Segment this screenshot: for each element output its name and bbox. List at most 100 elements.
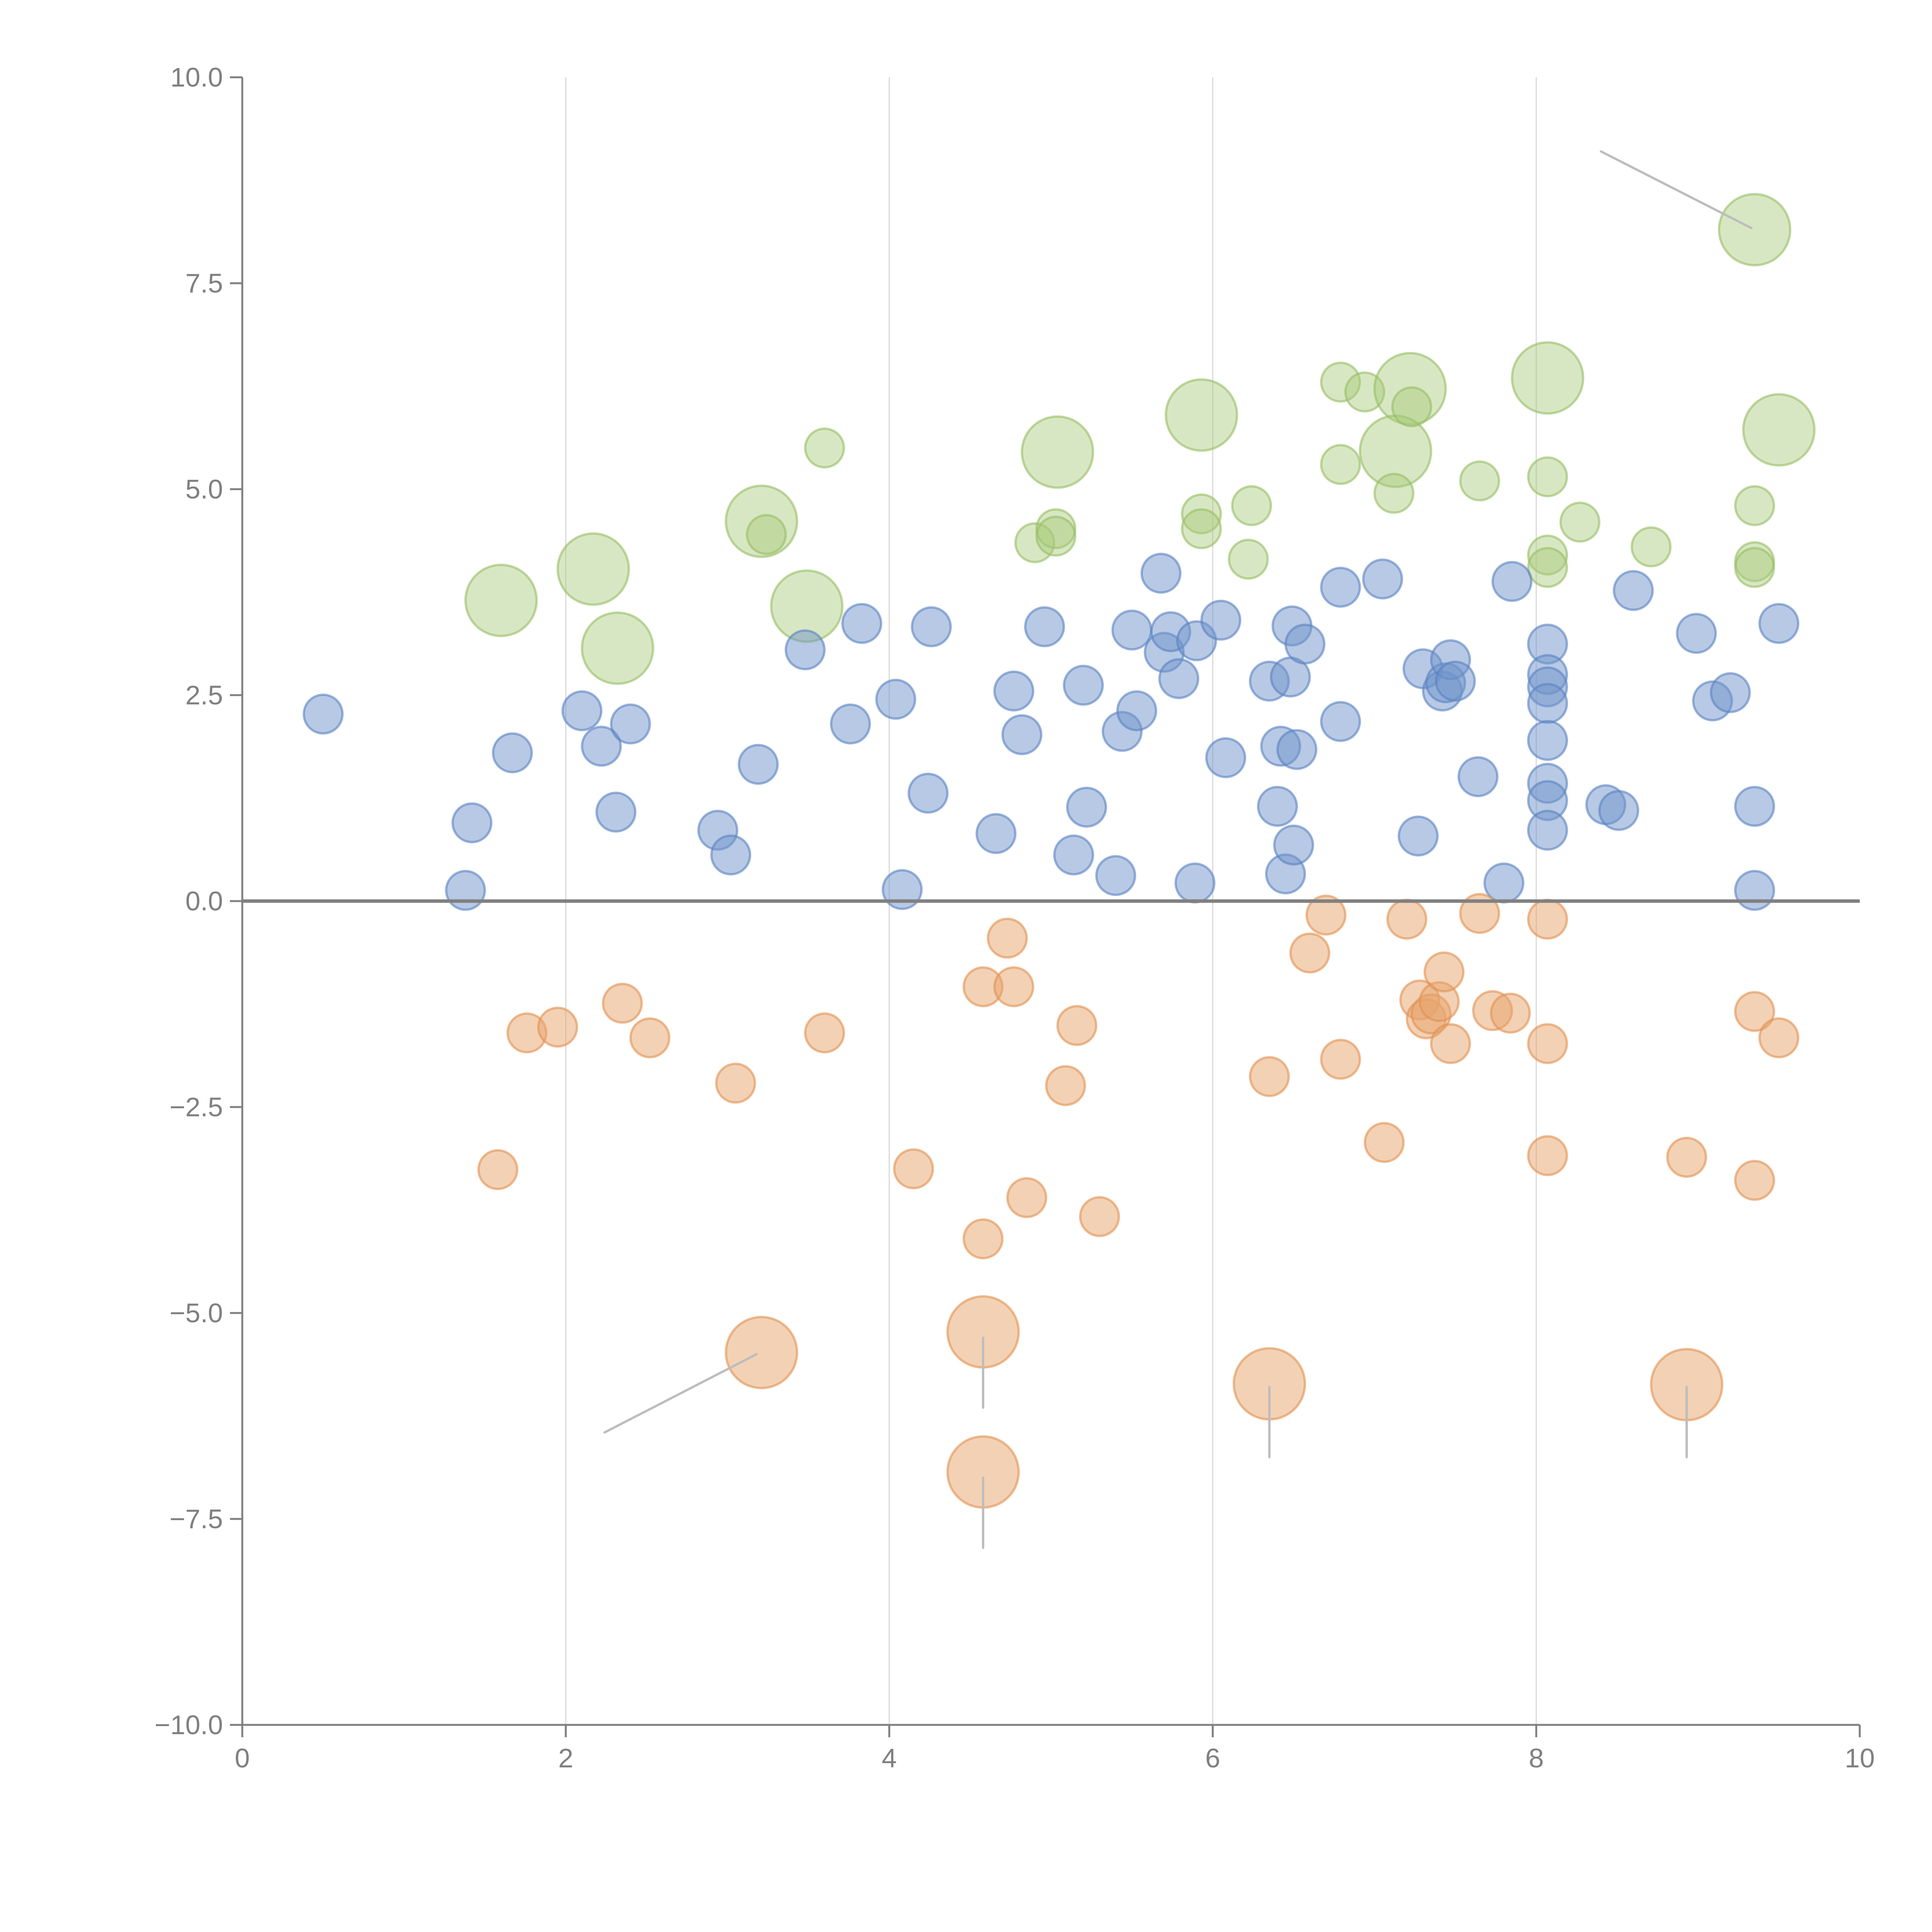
bubble-orange — [477, 1149, 519, 1190]
bubble-green — [1391, 386, 1432, 427]
bubble-orange — [1045, 1065, 1086, 1106]
bubble-blue — [595, 791, 636, 833]
bubble-orange — [724, 1316, 798, 1389]
bubble-green — [724, 485, 798, 558]
bubble-orange — [629, 1017, 670, 1058]
bubble-blue — [1116, 690, 1157, 731]
bubble-orange — [1364, 1122, 1405, 1163]
bubble-blue — [451, 802, 493, 844]
bubble-orange — [1289, 932, 1330, 974]
bubble-blue — [445, 870, 486, 911]
bubble-blue — [1435, 660, 1476, 702]
bubble-blue — [1758, 603, 1799, 644]
y-tick-label: 0.0 — [185, 886, 223, 916]
bubble-blue — [1158, 658, 1199, 699]
bubble-green — [464, 563, 538, 637]
bubble-blue — [1200, 599, 1242, 641]
y-tick-label: 5.0 — [185, 474, 223, 504]
x-tick-label: 10 — [1845, 1743, 1875, 1773]
bubble-orange — [537, 1007, 578, 1048]
bubble-blue — [1001, 714, 1043, 755]
bubble-orange — [1249, 1056, 1290, 1097]
bubble-green — [1020, 415, 1094, 489]
bubble-orange — [1386, 898, 1427, 940]
bubble-blue — [1320, 566, 1361, 608]
bubble-blue — [911, 606, 952, 648]
bubble-green — [1320, 361, 1361, 403]
bubble-blue — [993, 670, 1034, 712]
bubble-blue — [1734, 870, 1775, 911]
y-tick-label: −2.5 — [170, 1092, 223, 1122]
bubble-green — [1459, 460, 1500, 502]
y-tick-label: −7.5 — [170, 1504, 223, 1534]
bubble-blue — [1095, 855, 1136, 896]
bubble-blue — [581, 726, 622, 767]
bubble-blue — [907, 772, 949, 814]
bubble-orange — [1320, 1039, 1361, 1080]
bubble-orange — [602, 983, 643, 1024]
bubble-orange — [1430, 1023, 1471, 1064]
bubble-blue — [1458, 756, 1499, 798]
bubble-orange — [963, 1218, 1004, 1260]
bubble-green — [804, 427, 845, 469]
bubble-blue — [875, 679, 917, 720]
annotation-line — [1600, 150, 1753, 230]
bubble-orange — [1079, 1196, 1120, 1237]
bubble-green — [1035, 515, 1077, 557]
bubble-orange — [1666, 1137, 1708, 1178]
bubble-orange — [1056, 1005, 1097, 1046]
bubble-blue — [1527, 683, 1568, 724]
bubble-green — [556, 532, 630, 606]
bubble-blue — [830, 703, 871, 745]
bubble-blue — [1598, 790, 1639, 831]
bubble-blue — [1053, 834, 1094, 876]
bubble-orange — [1423, 951, 1465, 993]
x-tick-label: 8 — [1529, 1743, 1544, 1773]
bubble-blue — [610, 703, 651, 745]
bubble-orange — [893, 1148, 934, 1189]
bubble-orange — [804, 1012, 845, 1054]
bubble-green — [1511, 341, 1585, 415]
annotation-line — [603, 1353, 758, 1434]
bubble-blue — [1205, 737, 1247, 779]
bubble-blue — [1273, 825, 1314, 866]
bubble-blue — [1276, 729, 1318, 770]
bubble-blue — [1527, 810, 1568, 851]
y-tick-label: −10.0 — [155, 1710, 223, 1740]
bubble-blue — [1066, 786, 1107, 828]
x-tick-label: 2 — [558, 1743, 573, 1773]
bubble-blue — [1111, 609, 1153, 651]
bubble-blue — [1257, 786, 1298, 827]
bubble-green — [1734, 547, 1775, 588]
bubble-blue — [1612, 570, 1654, 611]
bubble-blue — [975, 813, 1017, 854]
bubble-blue — [738, 744, 779, 785]
bubbles — [303, 193, 1816, 1509]
bubble-blue — [1398, 815, 1439, 857]
y-tick-label: 10.0 — [170, 62, 223, 92]
bubble-blue — [710, 834, 752, 876]
x-tick-label: 0 — [235, 1743, 250, 1773]
bubble-orange — [1527, 898, 1568, 940]
bubble-orange — [993, 966, 1034, 1007]
bubble-blue — [881, 869, 923, 910]
bubble-blue — [1024, 606, 1065, 648]
bubble-orange — [986, 917, 1028, 959]
bubble-blue — [841, 603, 883, 644]
bubble-orange — [1527, 1023, 1568, 1064]
y-tick-label: 2.5 — [185, 680, 223, 710]
bubble-orange — [1527, 1135, 1568, 1176]
bubble-green — [1718, 193, 1791, 267]
bubble-blue — [1140, 553, 1182, 594]
x-tick-label: 6 — [1205, 1743, 1220, 1773]
bubble-blue — [1492, 561, 1533, 602]
bubble-green — [1373, 473, 1415, 514]
bubble-blue — [1676, 613, 1717, 654]
bubble-blue — [1320, 701, 1361, 742]
bubble-green — [1181, 493, 1222, 534]
y-tick-label: −5.0 — [170, 1298, 223, 1328]
bubble-green — [1181, 508, 1222, 549]
bubble-green — [1559, 502, 1600, 543]
bubble-orange — [1006, 1177, 1048, 1218]
